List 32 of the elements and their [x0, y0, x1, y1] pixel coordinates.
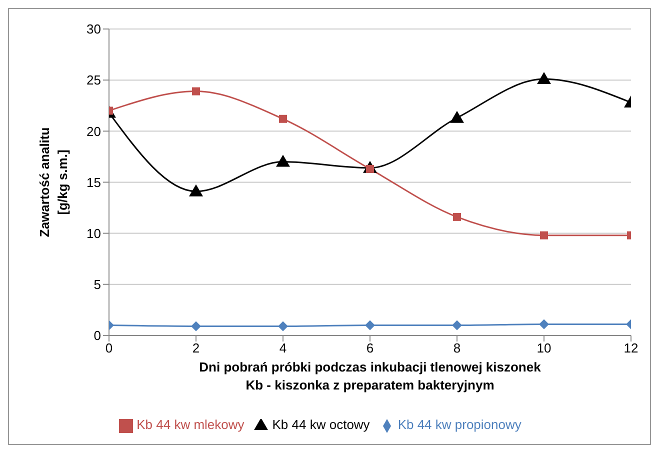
point	[191, 321, 201, 332]
y-tick-label: 0	[94, 328, 101, 344]
x-tick-label: 4	[279, 340, 287, 356]
y-tick-label: 20	[86, 124, 101, 139]
point	[537, 72, 551, 84]
point	[453, 212, 461, 221]
x-tick-label: 8	[453, 340, 461, 356]
x-tick-label: 2	[192, 340, 200, 356]
y-tick-label: 25	[86, 72, 101, 88]
point	[279, 114, 287, 123]
y-tick-label: 10	[86, 226, 101, 241]
point	[452, 320, 462, 330]
point	[192, 87, 200, 96]
legend-label: Kb 44 kw mlekowy	[136, 417, 244, 432]
point	[276, 154, 290, 167]
x-tick-label: 12	[624, 340, 638, 356]
point	[450, 110, 464, 123]
point	[189, 184, 203, 196]
x-tick-label: 10	[536, 340, 552, 356]
y-tick-label: 15	[86, 174, 101, 190]
y-tick-label: 5	[94, 276, 101, 292]
y-tick-label: 30	[86, 22, 101, 37]
legend-label: Kb 44 kw octowy	[272, 417, 370, 432]
point	[540, 231, 548, 240]
x-axis-title: Dni pobrań próbki podczas inkubacji tlenowej kiszonek Kb - kiszonka z preparatem bakteryjnym	[199, 359, 542, 392]
point	[539, 319, 549, 330]
point	[278, 321, 288, 332]
y-axis-title: Zawartość analitu [g/kg s.m.]	[37, 127, 70, 238]
x-tick-label: 0	[105, 340, 113, 356]
legend-label: Kb 44 kw propionowy	[398, 417, 522, 432]
x-tick-label: 6	[366, 340, 374, 356]
point	[365, 320, 375, 330]
